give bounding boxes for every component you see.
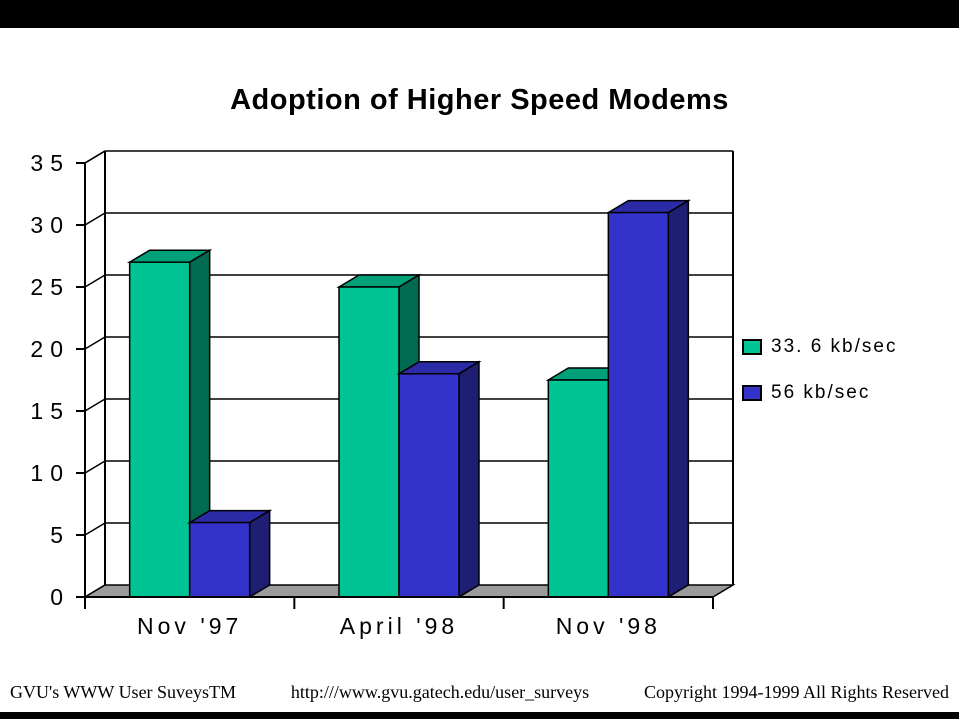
x-axis-label-Nov-98: Nov '98 <box>556 613 661 639</box>
chart-title: Adoption of Higher Speed Modems <box>230 84 729 116</box>
footer-source: GVU's WWW User SuveysTM <box>10 682 237 702</box>
footer-url: http:///www.gvu.gatech.edu/user_surveys <box>290 682 590 702</box>
legend-item: 33. 6 kb/sec <box>742 336 897 358</box>
legend-swatch-56-kbsec <box>742 385 762 401</box>
bar-56-kb-sec-April-98-side <box>458 360 480 599</box>
footer: GVU's WWW User SuveysTM http:///www.gvu.… <box>0 682 959 703</box>
y-tick-connector-25 <box>84 274 106 288</box>
y-axis-label-10: 10 <box>30 460 70 486</box>
bar-56-kb-sec-Nov-98-side <box>667 199 690 599</box>
y-axis-label-35: 35 <box>30 150 70 176</box>
bar-56-kb-sec-Nov-97 <box>188 521 251 598</box>
x-axis-label-Nov-97: Nov '97 <box>137 613 242 639</box>
bar-56-kb-sec-Nov-97-side <box>248 509 271 599</box>
y-axis-label-15: 15 <box>30 398 70 424</box>
y-tick-connector-5 <box>84 522 106 536</box>
y-axis-label-0: 0 <box>50 584 70 610</box>
y-axis-label-25: 25 <box>30 274 70 300</box>
bar-56-kb-sec-Nov-98 <box>607 211 670 598</box>
legend-item: 56 kb/sec <box>742 382 897 404</box>
chart-legend: 33. 6 kb/sec 56 kb/sec <box>742 336 897 428</box>
bar-56-kb-sec-April-98 <box>398 373 460 598</box>
y-axis-label-20: 20 <box>30 336 70 362</box>
legend-swatch-33-6-kbsec <box>742 339 762 355</box>
y-axis-top-connector <box>84 150 106 164</box>
y-tick-connector-10 <box>84 460 106 474</box>
bar-33-6-kb-sec-April-98 <box>338 286 400 598</box>
bar-33-6-kb-sec-Nov-97 <box>128 261 191 598</box>
y-tick-connector-15 <box>84 398 106 412</box>
legend-label: 33. 6 kb/sec <box>771 336 898 357</box>
bar-33-6-kb-sec-Nov-98 <box>547 379 610 598</box>
y-axis-label-30: 30 <box>30 212 70 238</box>
x-axis-label-April-98: April '98 <box>340 613 458 639</box>
y-tick-connector-20 <box>84 336 106 350</box>
letterbox-top <box>0 0 959 28</box>
letterbox-bottom <box>0 712 959 719</box>
legend-label: 56 kb/sec <box>771 382 871 403</box>
footer-copyright: Copyright 1994-1999 All Rights Reserved <box>644 682 949 702</box>
y-axis-label-5: 5 <box>50 522 70 548</box>
y-tick-connector-30 <box>84 212 106 226</box>
